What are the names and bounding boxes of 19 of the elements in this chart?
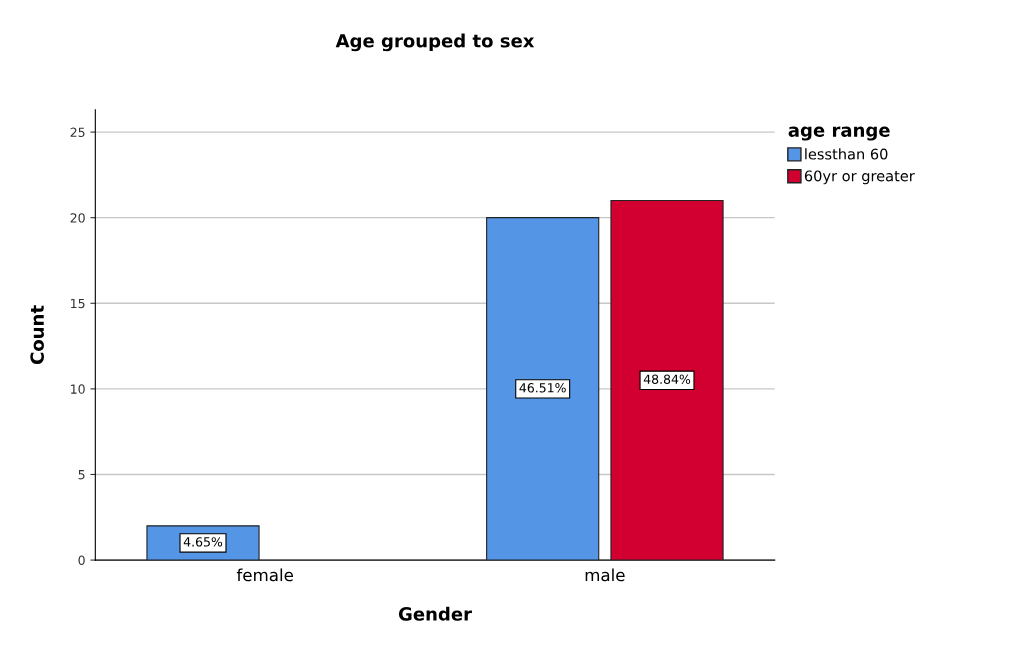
x-tick-label: female — [236, 568, 293, 582]
legend-label: lessthan 60 — [805, 148, 888, 160]
y-axis-title: Count — [30, 305, 44, 365]
bar — [486, 217, 600, 561]
y-tick-label: 15 — [71, 298, 85, 309]
x-axis-title: Gender — [398, 606, 472, 621]
legend-title: age range — [788, 126, 890, 141]
annotation: 46.51% — [519, 383, 566, 393]
x-tick-label: male — [585, 568, 625, 582]
chart-title: Age grouped to sex — [335, 33, 535, 52]
annotation: 4.65% — [183, 537, 223, 547]
annotation: 48.84% — [643, 374, 691, 384]
bar — [610, 200, 724, 561]
legend-label: 60yr or greater — [804, 170, 915, 185]
y-tick-label: 10 — [71, 384, 85, 394]
y-tick-label: 20 — [70, 213, 85, 223]
y-tick-label: 25 — [70, 127, 85, 137]
y-tick-label: 5 — [78, 470, 85, 480]
y-tick-label: 0 — [78, 555, 85, 566]
